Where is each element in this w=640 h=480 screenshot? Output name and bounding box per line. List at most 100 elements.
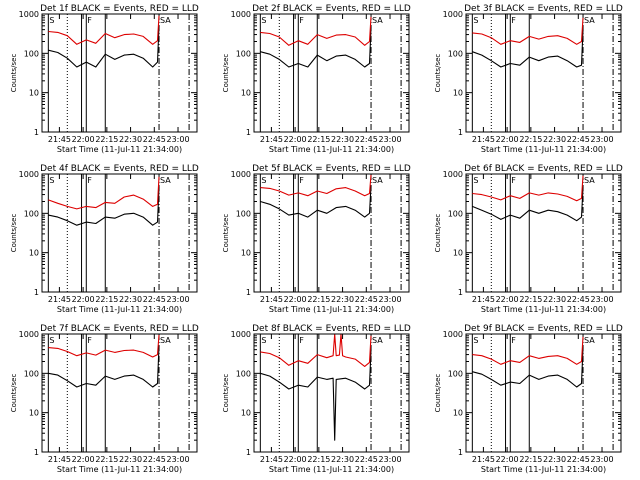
y-tick-label: 1 — [458, 128, 463, 137]
x-tick-label: 22:15 — [307, 295, 330, 304]
x-tick-label: 22:15 — [519, 135, 542, 144]
x-tick-label: 22:00 — [72, 455, 95, 464]
x-tick-label: 22:00 — [496, 135, 519, 144]
time-marker-label: F — [87, 336, 92, 345]
y-tick-label: 100 — [448, 369, 463, 378]
series-line-lld — [472, 17, 584, 45]
y-tick-label: 10 — [241, 249, 251, 258]
x-axis-label: Start Time (11-Jul-11 21:34:00) — [481, 305, 606, 314]
plot-frame — [253, 13, 410, 133]
x-tick-label: 21:45 — [48, 455, 71, 464]
x-tick-label: 22:45 — [355, 295, 378, 304]
time-marker-label: SA — [372, 336, 383, 345]
x-axis-label: Start Time (11-Jul-11 21:34:00) — [481, 465, 606, 474]
y-tick-label: 1000 — [231, 330, 251, 339]
x-tick-label: 22:15 — [95, 295, 118, 304]
time-marker-label: SA — [584, 336, 595, 345]
y-tick-label: 1 — [246, 128, 251, 137]
x-tick-label: 21:45 — [472, 455, 495, 464]
plot-frame — [41, 333, 198, 453]
y-tick-label: 1000 — [19, 170, 39, 179]
x-axis-label: Start Time (11-Jul-11 21:34:00) — [269, 145, 394, 154]
time-marker-label: S — [473, 336, 478, 345]
y-tick-label: 1000 — [443, 170, 463, 179]
y-tick-label: 10 — [453, 249, 463, 258]
series-line-events — [48, 25, 160, 68]
detector-panel: Det 3f BLACK = Events, RED = LLD S F SA 1 10 1… — [434, 4, 623, 154]
x-tick-label: 22:45 — [567, 455, 590, 464]
series-line-events — [472, 347, 584, 388]
y-tick-label: 10 — [453, 409, 463, 418]
x-tick-label: 22:00 — [284, 455, 307, 464]
time-marker-label: F — [87, 176, 92, 185]
time-marker-label: S — [261, 336, 266, 345]
y-tick-label: 100 — [236, 49, 251, 58]
detector-panel: Det 1f BLACK = Events, RED = LLD S F SA 1 10 1… — [10, 4, 199, 154]
panel-title: Det 1f BLACK = Events, RED = LLD — [40, 4, 199, 14]
y-tick-label: 1 — [246, 288, 251, 297]
panel-title: Det 8f BLACK = Events, RED = LLD — [252, 324, 411, 334]
time-marker-label: F — [511, 16, 516, 25]
panel-title: Det 9f BLACK = Events, RED = LLD — [464, 324, 623, 334]
x-tick-label: 23:00 — [166, 455, 189, 464]
x-tick-label: 22:45 — [143, 455, 166, 464]
y-tick-label: 100 — [448, 209, 463, 218]
time-marker-label: S — [49, 336, 54, 345]
series-line-lld — [472, 336, 584, 365]
x-tick-label: 22:30 — [331, 455, 354, 464]
time-marker-label: F — [511, 336, 516, 345]
y-tick-label: 100 — [24, 209, 39, 218]
panel-title: Det 2f BLACK = Events, RED = LLD — [252, 4, 411, 14]
y-tick-label: 1000 — [231, 10, 251, 19]
x-tick-label: 22:15 — [519, 295, 542, 304]
x-tick-label: 22:30 — [119, 455, 142, 464]
plot-frame — [253, 333, 410, 453]
x-tick-label: 22:30 — [119, 295, 142, 304]
x-tick-label: 21:45 — [48, 295, 71, 304]
x-tick-label: 23:00 — [590, 455, 613, 464]
x-tick-label: 22:45 — [355, 135, 378, 144]
y-tick-label: 1 — [34, 128, 39, 137]
y-tick-label: 100 — [24, 369, 39, 378]
y-tick-label: 1000 — [443, 10, 463, 19]
y-axis-label: Counts/sec — [10, 374, 18, 413]
x-tick-label: 22:15 — [307, 455, 330, 464]
series-line-events — [472, 29, 584, 68]
time-marker-label: S — [473, 16, 478, 25]
y-axis-label: Counts/sec — [434, 374, 442, 413]
y-tick-label: 1 — [34, 288, 39, 297]
detector-panel: Det 2f BLACK = Events, RED = LLD S F SA 1 10 1… — [222, 4, 411, 154]
y-tick-label: 10 — [241, 409, 251, 418]
time-marker-label: SA — [584, 176, 595, 185]
plot-frame — [465, 333, 622, 453]
plot-frame — [41, 173, 198, 293]
x-tick-label: 22:00 — [284, 295, 307, 304]
series-line-events — [472, 187, 584, 222]
x-tick-label: 21:45 — [260, 135, 283, 144]
y-axis-label: Counts/sec — [10, 214, 18, 253]
time-marker-label: S — [49, 176, 54, 185]
series-line-lld — [260, 174, 372, 197]
x-tick-label: 22:45 — [143, 295, 166, 304]
x-tick-label: 22:15 — [95, 455, 118, 464]
y-tick-label: 1 — [458, 288, 463, 297]
panel-title: Det 6f BLACK = Events, RED = LLD — [464, 164, 623, 174]
series-line-lld — [260, 16, 372, 46]
y-tick-label: 10 — [29, 409, 39, 418]
y-tick-label: 1 — [246, 448, 251, 457]
time-marker-label: SA — [372, 176, 383, 185]
y-tick-label: 100 — [236, 209, 251, 218]
x-axis-label: Start Time (11-Jul-11 21:34:00) — [57, 145, 182, 154]
y-tick-label: 100 — [448, 49, 463, 58]
y-tick-label: 1000 — [19, 330, 39, 339]
series-line-events — [48, 345, 160, 388]
series-line-lld — [472, 175, 584, 202]
time-marker-label: SA — [584, 16, 595, 25]
x-tick-label: 22:30 — [543, 295, 566, 304]
x-tick-label: 21:45 — [260, 295, 283, 304]
series-line-events — [48, 187, 160, 226]
x-tick-label: 22:45 — [143, 135, 166, 144]
x-tick-label: 21:45 — [472, 295, 495, 304]
y-tick-label: 1000 — [231, 170, 251, 179]
